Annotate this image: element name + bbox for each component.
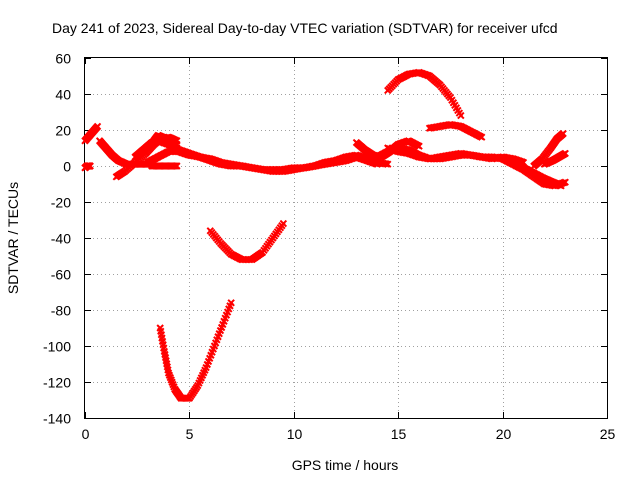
data-point: [561, 149, 569, 158]
series-s16: [425, 120, 486, 141]
data-point: [557, 182, 565, 190]
data-point: [93, 122, 102, 131]
y-axis-label: SDTVAR / TECUs: [5, 182, 21, 294]
data-point: [457, 111, 465, 120]
data-point: [478, 133, 486, 141]
data-point: [86, 162, 94, 170]
y-tick-label: 60: [55, 51, 71, 67]
x-tick-label: 5: [186, 426, 194, 442]
chart-title: Day 241 of 2023, Sidereal Day-to-day VTE…: [52, 20, 558, 36]
y-tick-label: -20: [51, 195, 71, 211]
y-tick-label: -120: [43, 375, 71, 391]
series-s2: [81, 122, 102, 145]
data-point: [279, 219, 288, 228]
x-tick-label: 20: [496, 426, 512, 442]
grid: [85, 58, 607, 418]
data-point: [173, 162, 181, 170]
series-s18: [509, 158, 565, 190]
x-tick-label: 15: [391, 426, 407, 442]
series-s8: [148, 162, 181, 170]
x-tick-label: 25: [600, 426, 616, 442]
data-points: [81, 68, 569, 402]
series-s20: [540, 149, 569, 168]
data-point: [384, 160, 392, 168]
data-point: [227, 299, 235, 307]
x-tick-label: 0: [82, 426, 90, 442]
series-s1: [81, 162, 94, 172]
y-tick-label: -100: [43, 339, 71, 355]
x-tick-label: 10: [287, 426, 303, 442]
series-s10: [156, 299, 235, 402]
plot-frame: [84, 57, 608, 419]
axis-ticks: 0 5 10 15 20 25 -140 -120 -100 -80 -60 -40 -20 0 20 40 6…: [43, 51, 616, 443]
data-point: [415, 142, 423, 150]
series-s15: [384, 68, 465, 120]
series-s11: [206, 219, 288, 264]
series-s9: [154, 137, 392, 176]
series-s19: [530, 129, 567, 170]
x-axis-label: GPS time / hours: [292, 457, 399, 473]
y-tick-label: -80: [51, 303, 71, 319]
y-tick-label: -40: [51, 231, 71, 247]
y-tick-label: -140: [43, 411, 71, 427]
y-tick-label: 20: [55, 123, 71, 139]
y-tick-label: -60: [51, 267, 71, 283]
data-point: [559, 129, 567, 138]
y-tick-label: 0: [63, 159, 71, 175]
y-tick-label: 40: [55, 87, 71, 103]
